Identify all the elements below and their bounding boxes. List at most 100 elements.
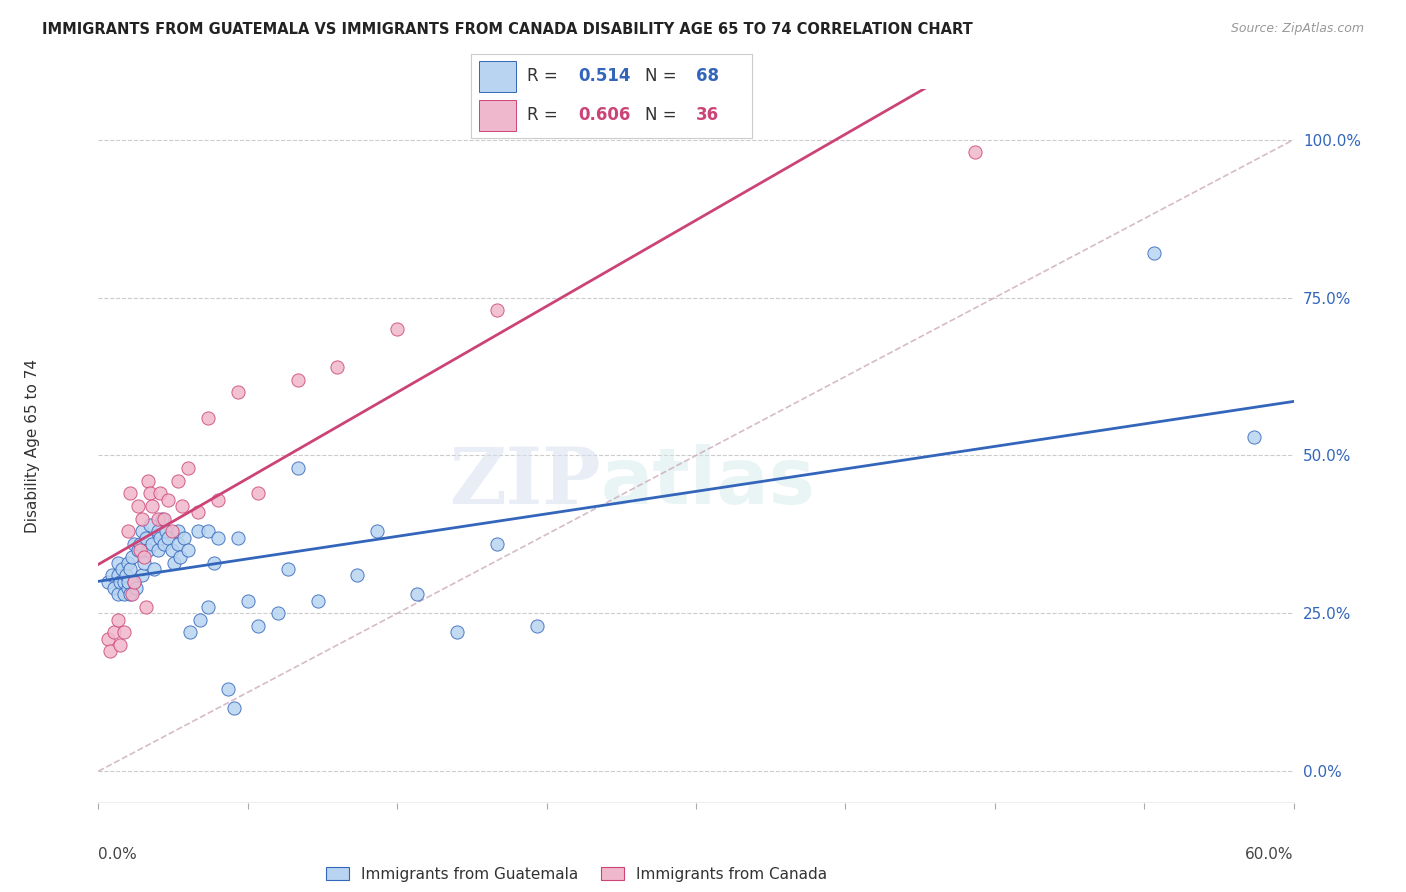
Point (139, 486, 162, 500)
Point (112, 574, 135, 589)
Point (148, 543, 170, 558)
Point (148, 511, 170, 525)
Text: 0.514: 0.514 (578, 68, 630, 86)
Point (167, 474, 190, 488)
Point (117, 556, 139, 570)
Point (120, 562, 142, 576)
Point (177, 543, 200, 558)
Point (127, 499, 149, 513)
Point (129, 543, 152, 558)
Point (124, 574, 146, 589)
Point (197, 524, 219, 539)
Point (1143, 246, 1166, 260)
Point (167, 524, 190, 539)
Point (287, 461, 309, 475)
Point (177, 461, 200, 475)
Point (267, 607, 290, 621)
Point (346, 568, 368, 582)
Point (207, 492, 229, 507)
Point (97, 632, 120, 646)
Text: N =: N = (645, 106, 682, 124)
Point (150, 511, 173, 525)
Text: atlas: atlas (600, 443, 815, 520)
Text: Source: ZipAtlas.com: Source: ZipAtlas.com (1230, 22, 1364, 36)
Point (112, 625, 135, 640)
Point (246, 486, 269, 500)
Point (117, 581, 139, 595)
Text: R =: R = (527, 68, 564, 86)
Point (172, 499, 194, 513)
Point (246, 619, 269, 633)
Point (226, 531, 249, 545)
Point (366, 524, 388, 539)
Point (963, 145, 986, 160)
Point (134, 556, 156, 570)
Point (179, 625, 201, 640)
Point (135, 600, 157, 615)
Point (141, 537, 163, 551)
Text: 60.0%: 60.0% (1246, 847, 1294, 862)
Point (485, 303, 508, 318)
Point (236, 593, 259, 607)
Point (163, 556, 186, 570)
Point (143, 562, 166, 576)
Point (112, 587, 135, 601)
Point (121, 549, 143, 564)
Text: R =: R = (527, 106, 564, 124)
Point (222, 701, 245, 715)
Text: 68: 68 (696, 68, 718, 86)
Point (107, 556, 129, 570)
Point (287, 373, 309, 387)
Point (136, 474, 159, 488)
Point (217, 682, 239, 697)
Point (385, 322, 409, 336)
Point (446, 625, 468, 640)
Point (103, 625, 125, 640)
Point (148, 524, 170, 539)
Text: 36: 36 (696, 106, 718, 124)
Point (153, 511, 176, 525)
Point (188, 613, 211, 627)
Point (129, 537, 152, 551)
Point (100, 644, 122, 658)
Text: 0.0%: 0.0% (98, 847, 138, 862)
Point (173, 531, 195, 545)
Point (121, 587, 143, 601)
Point (131, 524, 153, 539)
Legend: Immigrants from Guatemala, Immigrants from Canada: Immigrants from Guatemala, Immigrants fr… (319, 861, 834, 888)
Point (149, 486, 172, 500)
Bar (479, 62, 516, 92)
Point (127, 543, 149, 558)
Point (277, 562, 299, 576)
Point (149, 531, 172, 545)
Point (139, 517, 162, 532)
Point (197, 600, 219, 615)
Point (153, 537, 176, 551)
Point (157, 492, 180, 507)
Point (136, 543, 159, 558)
Point (155, 524, 177, 539)
Point (160, 543, 183, 558)
Point (526, 619, 548, 633)
Point (117, 524, 139, 539)
Point (157, 531, 180, 545)
Bar (479, 100, 516, 130)
Point (134, 549, 156, 564)
Point (110, 574, 132, 589)
Point (117, 574, 139, 589)
Point (120, 587, 142, 601)
Point (187, 505, 209, 519)
Point (101, 568, 124, 582)
Point (110, 638, 132, 652)
Text: IMMIGRANTS FROM GUATEMALA VS IMMIGRANTS FROM CANADA DISABILITY AGE 65 TO 74 CORR: IMMIGRANTS FROM GUATEMALA VS IMMIGRANTS … (42, 22, 973, 37)
Point (160, 524, 183, 539)
Point (197, 410, 219, 425)
Point (131, 568, 153, 582)
Point (202, 556, 225, 570)
Point (135, 531, 157, 545)
Text: 0.606: 0.606 (578, 106, 630, 124)
Point (141, 499, 163, 513)
Point (1243, 429, 1265, 443)
Point (207, 531, 229, 545)
Point (226, 385, 249, 400)
